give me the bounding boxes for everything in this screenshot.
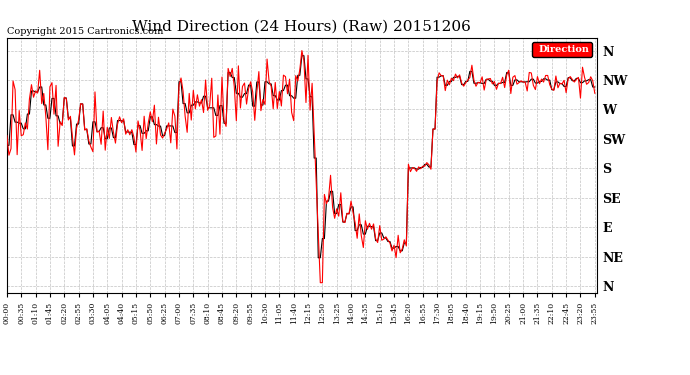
Legend: Direction: Direction <box>533 42 592 57</box>
Title: Wind Direction (24 Hours) (Raw) 20151206: Wind Direction (24 Hours) (Raw) 20151206 <box>132 20 471 33</box>
Text: Copyright 2015 Cartronics.com: Copyright 2015 Cartronics.com <box>7 27 164 36</box>
